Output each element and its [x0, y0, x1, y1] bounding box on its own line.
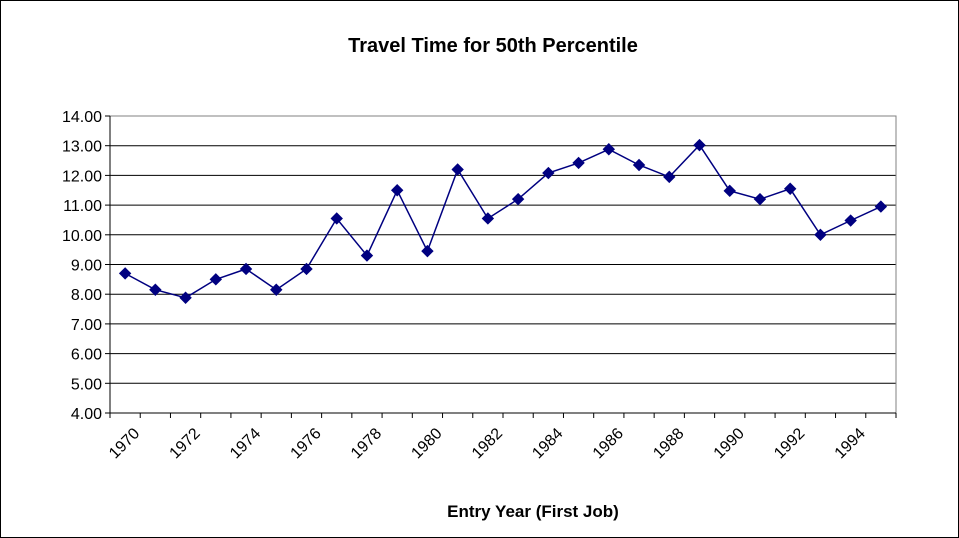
data-point-marker — [602, 143, 616, 156]
data-point-marker — [632, 158, 646, 172]
data-point-marker — [270, 283, 283, 296]
data-point-marker — [149, 283, 162, 296]
x-tick-labels: 1970 1972 1974 1976 1978 1980 1982 1984 1986 1988… — [106, 425, 869, 462]
x-axis-title: Entry Year (First Job) — [447, 502, 619, 521]
series-group — [118, 138, 888, 304]
data-point-marker — [179, 291, 192, 304]
y-tick-label: 10.00 — [62, 228, 102, 245]
data-point-marker — [511, 192, 525, 206]
y-tick-label: 8.00 — [71, 287, 102, 304]
x-tick-label: 1982 — [469, 425, 506, 462]
data-point-marker — [753, 192, 767, 206]
y-tick-label: 6.00 — [71, 347, 102, 364]
y-tick-label: 13.00 — [62, 139, 102, 156]
y-tick-label: 11.00 — [63, 198, 102, 215]
y-tick-label: 4.00 — [71, 406, 102, 423]
data-point-marker — [451, 163, 464, 176]
data-point-marker — [663, 170, 676, 184]
y-tick-label: 12.00 — [62, 168, 102, 185]
data-point-marker — [300, 262, 313, 276]
x-tick-label: 1990 — [711, 425, 748, 462]
data-point-marker — [390, 184, 404, 197]
data-point-marker — [723, 184, 736, 198]
x-tick-label: 1970 — [106, 425, 143, 462]
data-point-marker — [814, 228, 827, 242]
data-point-marker — [481, 212, 495, 225]
data-point-marker — [542, 166, 555, 180]
chart-title: Travel Time for 50th Percentile — [348, 35, 638, 57]
y-tick-label: 9.00 — [71, 258, 102, 275]
series-line — [124, 143, 882, 299]
y-tick-label: 14.00 — [62, 109, 102, 126]
x-tick-label: 1994 — [832, 425, 869, 462]
x-tick-label: 1974 — [227, 425, 264, 462]
y-tick-label: 7.00 — [71, 317, 102, 334]
data-point-marker — [209, 273, 223, 286]
data-point-marker — [572, 156, 585, 170]
x-tick-label: 1978 — [348, 425, 385, 462]
data-point-marker — [421, 244, 434, 258]
y-tick-label: 5.00 — [71, 376, 102, 393]
data-point-marker — [360, 249, 374, 262]
data-point-marker — [783, 182, 797, 195]
x-tick-label: 1972 — [167, 425, 204, 462]
data-point-marker — [874, 200, 888, 213]
data-point-marker — [118, 267, 132, 280]
data-point-marker — [239, 262, 253, 276]
x-tick-label: 1976 — [287, 425, 324, 462]
y-tick-labels: 4.00 5.00 6.00 7.00 8.00 9.00 10.00 11.00 12.00 1… — [62, 109, 102, 423]
x-tick-label: 1980 — [408, 425, 445, 462]
data-point-marker — [844, 214, 857, 227]
x-tick-label: 1992 — [771, 425, 808, 462]
data-point-marker — [330, 212, 343, 225]
axes — [105, 115, 897, 418]
data-point-marker — [693, 138, 706, 152]
gridlines — [110, 145, 896, 384]
x-tick-label: 1988 — [650, 425, 687, 462]
x-tick-label: 1984 — [529, 425, 566, 462]
x-tick-label: 1986 — [590, 425, 627, 462]
